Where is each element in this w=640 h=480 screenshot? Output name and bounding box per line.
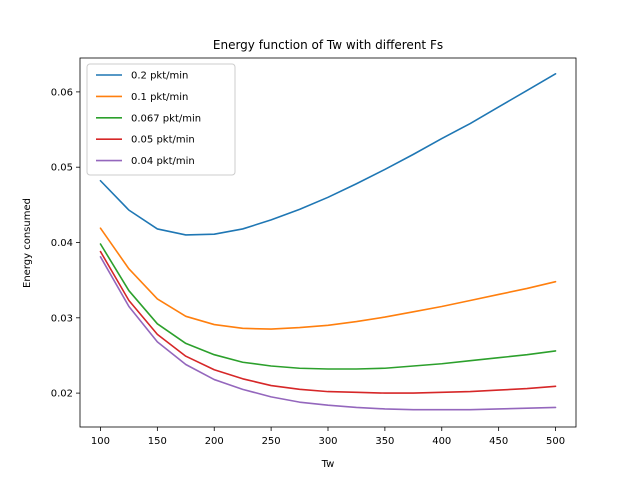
series-line-4 xyxy=(99,250,557,394)
x-tick-label: 100 xyxy=(91,436,110,447)
legend-label: 0.067 pkt/min xyxy=(131,113,201,124)
x-tick-label: 250 xyxy=(262,436,281,447)
legend-label: 0.2 pkt/min xyxy=(131,71,188,82)
x-tick-label: 350 xyxy=(375,436,394,447)
series-line-2 xyxy=(99,227,557,330)
series-group xyxy=(99,73,557,411)
legend-label: 0.1 pkt/min xyxy=(131,92,188,103)
legend-label: 0.05 pkt/min xyxy=(131,135,195,146)
y-axis-label: Energy consumed xyxy=(22,198,33,288)
y-tick-label: 0.05 xyxy=(51,163,73,174)
series-line-1 xyxy=(99,73,557,236)
x-tick-label: 500 xyxy=(546,436,565,447)
x-tick-label: 300 xyxy=(318,436,337,447)
series-line-3 xyxy=(99,243,557,370)
legend: 0.2 pkt/min 0.1 pkt/min 0.067 pkt/min 0.05 … xyxy=(86,63,236,176)
y-axis: 0.02 0.03 0.04 0.05 0.06 xyxy=(51,87,80,400)
y-tick-label: 0.06 xyxy=(51,87,73,98)
legend-box xyxy=(86,63,236,176)
x-tick-label: 200 xyxy=(205,436,224,447)
series-line-5 xyxy=(99,256,557,411)
x-axis: 100 150 200 250 300 350 400 450 500 xyxy=(91,427,565,447)
y-tick-label: 0.04 xyxy=(51,238,73,249)
x-tick-label: 450 xyxy=(489,436,508,447)
x-tick-label: 150 xyxy=(148,436,167,447)
chart-title: Energy function of Tw with different Fs xyxy=(213,38,443,52)
y-tick-label: 0.02 xyxy=(51,389,73,400)
x-axis-label: Tw xyxy=(321,459,335,470)
x-tick-label: 400 xyxy=(432,436,451,447)
legend-label: 0.04 pkt/min xyxy=(131,156,195,167)
y-tick-label: 0.03 xyxy=(51,313,73,324)
